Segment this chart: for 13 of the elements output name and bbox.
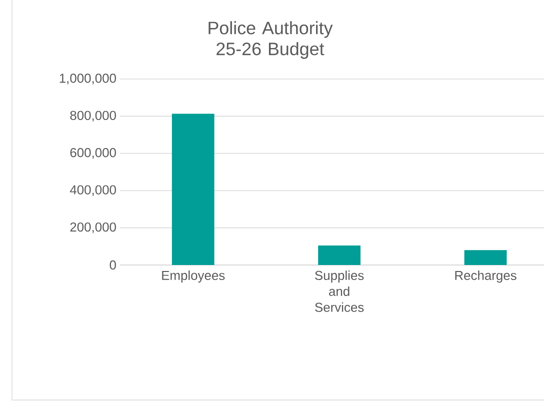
x-tick-label: Supplies and Services — [315, 270, 364, 312]
y-tick-label: 800,000 — [70, 110, 116, 122]
bar — [172, 114, 214, 265]
bar — [318, 245, 361, 265]
y-tick-label: 0 — [110, 260, 116, 270]
y-tick-label: 400,000 — [70, 185, 116, 196]
x-tick-label: Recharges — [455, 270, 516, 283]
chart-title: Police Authority 25-26 Budget — [208, 21, 333, 59]
x-tick-label: Employees — [162, 270, 225, 283]
y-tick-label: 1,000,000 — [60, 74, 116, 84]
y-tick-label: 600,000 — [70, 148, 116, 159]
y-tick-label: 200,000 — [70, 222, 116, 234]
bar — [464, 250, 507, 265]
